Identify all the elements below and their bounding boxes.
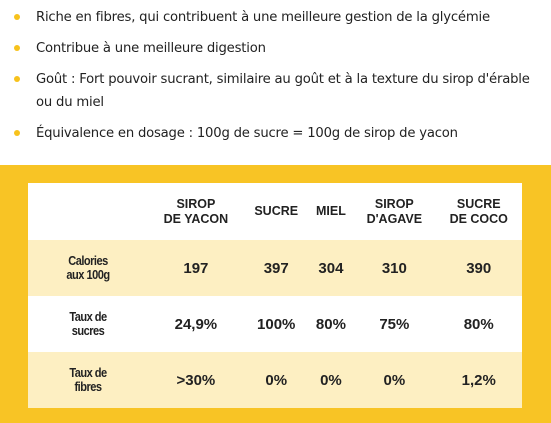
header-line: D'AGAVE [366,211,423,226]
column-header: SIROP DE YACON [148,183,244,240]
bullet-item: Goût : Fort pouvoir sucrant, similaire a… [14,68,541,114]
value-cell: 100% [257,315,296,333]
value-cell: 80% [315,315,346,333]
value-cell: >30% [176,371,216,389]
bullet-item: Équivalence en dosage : 100g de sucre = … [14,122,541,145]
column-header: SIROP D'AGAVE [353,183,435,240]
comparison-table: SIROP DE YACON SUCRE MIEL SIROP D'AGAVE SUCRE D… [28,183,522,408]
value-cell: 310 [381,259,407,277]
header-line: DE YACON [163,211,229,226]
row-label: Calories aux 100g [37,240,139,296]
value-cell: 390 [466,259,492,277]
value-cell: 75% [379,315,410,333]
label-line: Taux de [69,309,107,324]
label-line: aux 100g [66,267,110,282]
bullet-item: Contribue à une meilleure digestion [14,37,541,60]
value-cell: 80% [463,315,494,333]
header-line: SIROP [374,196,414,211]
column-header: SUCRE DE COCO [435,183,522,240]
header-line: SIROP [176,196,216,211]
comparison-card: SIROP DE YACON SUCRE MIEL SIROP D'AGAVE SUCRE D… [28,183,522,408]
label-line: Calories [68,253,108,268]
row-label: Taux de fibres [37,352,139,408]
value-cell: 0% [383,371,406,389]
value-cell: 0% [265,371,288,389]
header-line: DE COCO [449,211,508,226]
header-line: MIEL [315,204,346,218]
table-row: Calories aux 100g 197 397 304 310 390 [28,240,522,296]
table-row: Taux de fibres >30% 0% 0% 0% 1,2% [28,352,522,408]
value-cell: 0% [320,371,342,389]
label-line: sucres [71,323,105,338]
value-cell: 304 [318,259,344,277]
table-row: Taux de sucres 24,9% 100% 80% 75% 80% [28,296,522,352]
value-cell: 24,9% [174,315,218,333]
header-row: SIROP DE YACON SUCRE MIEL SIROP D'AGAVE SUCRE D… [28,183,522,240]
row-label: Taux de sucres [37,296,139,352]
value-cell: 1,2% [461,371,496,389]
header-line: SUCRE [456,196,501,211]
header-line: SUCRE [254,204,299,218]
label-line: fibres [74,379,102,394]
value-cell: 397 [263,259,289,277]
column-header: MIEL [309,183,354,240]
label-line: Taux de [69,365,107,380]
corner-cell [28,183,148,240]
bullet-item: Riche en fibres, qui contribuent à une m… [14,6,541,29]
value-cell: 197 [183,259,209,277]
bullet-list: Riche en fibres, qui contribuent à une m… [0,6,551,153]
column-header: SUCRE [244,183,309,240]
